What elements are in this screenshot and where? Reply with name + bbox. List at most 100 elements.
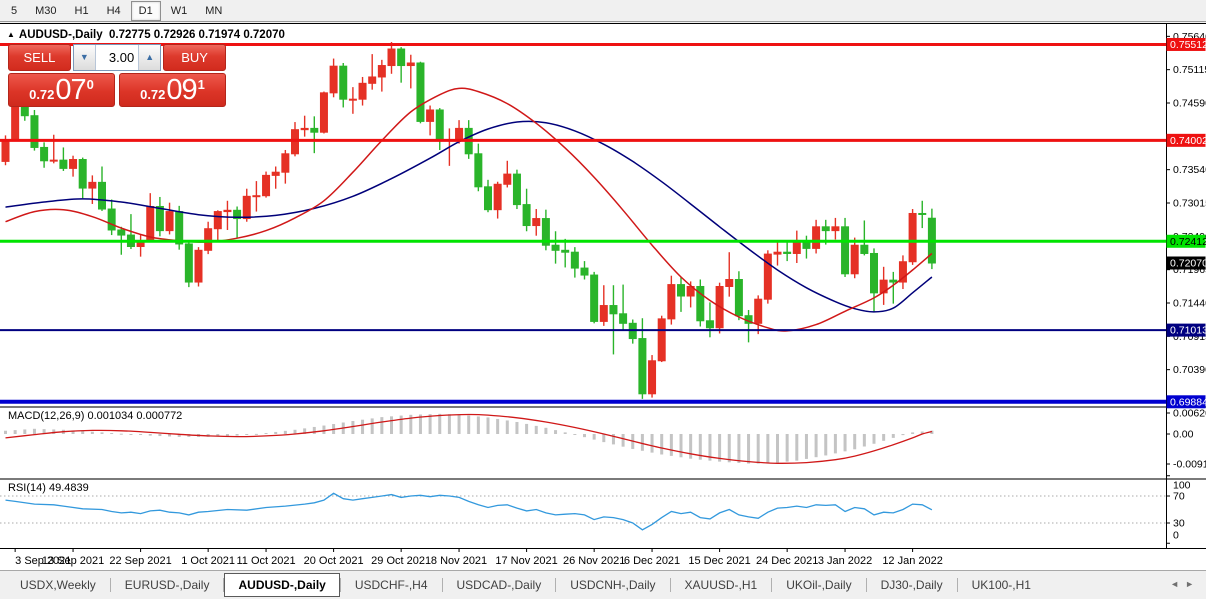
- volume-increase-button[interactable]: ▲: [138, 45, 161, 70]
- macd-histogram-bar: [476, 416, 480, 434]
- candle-body: [435, 109, 444, 141]
- panel-separator[interactable]: [0, 406, 1206, 408]
- chart-tab-usdchf-h4[interactable]: USDCHF-,H4: [354, 578, 428, 592]
- chart-tab-xauusd-h1[interactable]: XAUUSD-,H1: [684, 578, 758, 592]
- volume-decrease-button[interactable]: ▼: [73, 45, 96, 70]
- rsi-line: [5, 492, 933, 531]
- candle-body: [619, 313, 628, 324]
- tab-separator: [555, 578, 557, 592]
- candle-body: [329, 65, 338, 94]
- chart-tab-usdcad-daily[interactable]: USDCAD-,Daily: [456, 578, 542, 592]
- tab-separator: [771, 578, 773, 592]
- candle-body: [165, 211, 174, 232]
- candle-body: [850, 244, 859, 275]
- sell-button[interactable]: SELL: [8, 44, 71, 71]
- candle-body: [870, 252, 878, 294]
- tab-separator: [109, 578, 111, 592]
- macd-histogram-bar: [708, 434, 712, 461]
- macd-histogram-bar: [776, 434, 779, 463]
- chart-tab-usdx-weekly[interactable]: USDX,Weekly: [20, 578, 96, 592]
- macd-histogram-bar: [486, 417, 490, 434]
- chart-tab-usdcnh-daily[interactable]: USDCNH-,Daily: [570, 578, 656, 592]
- macd-histogram-bar: [312, 426, 316, 434]
- macd-histogram-bar: [804, 434, 808, 459]
- macd-histogram-bar: [390, 416, 393, 434]
- macd-histogram-bar: [52, 429, 56, 434]
- price-badge: [1166, 234, 1206, 248]
- candle-body: [69, 159, 78, 169]
- candle-body: [416, 62, 425, 122]
- price-axis-label: 0.73015: [1173, 198, 1206, 210]
- candle-body: [155, 205, 164, 232]
- macd-histogram-bar: [81, 431, 85, 434]
- macd-histogram-bar: [698, 434, 702, 460]
- timeframe-button-mn[interactable]: MN: [205, 4, 223, 17]
- tab-scroll-left-icon[interactable]: ◄: [1170, 579, 1186, 589]
- timeframe-button-h4[interactable]: H4: [106, 4, 121, 17]
- macd-histogram-bar: [534, 425, 538, 434]
- macd-histogram-bar: [496, 418, 500, 434]
- candle-body: [541, 218, 550, 246]
- candle-body: [281, 153, 290, 173]
- chart-canvas[interactable]: 0.756400.751150.745900.735400.730150.724…: [0, 23, 1206, 570]
- date-label: 20 Oct 2021: [304, 555, 364, 567]
- macd-histogram-bar: [168, 434, 172, 437]
- ma-slow-line: [5, 120, 933, 313]
- macd-histogram-bar: [225, 434, 229, 437]
- candle-body: [898, 261, 907, 283]
- timeframe-button-5[interactable]: 5: [11, 4, 18, 17]
- macd-signal-line: [5, 413, 933, 464]
- tab-scroll-right-icon[interactable]: ►: [1185, 579, 1200, 589]
- candle-body: [175, 211, 184, 245]
- panel-separator[interactable]: [0, 478, 1206, 480]
- macd-histogram-bar: [766, 434, 770, 464]
- candle-body: [358, 82, 367, 100]
- macd-histogram-bar: [245, 434, 249, 435]
- sell-price-display[interactable]: 0.72 07 0: [8, 73, 115, 107]
- candle-body: [696, 285, 705, 322]
- macd-histogram-bar: [235, 434, 239, 436]
- macd-histogram-bar: [283, 430, 287, 434]
- chart-window[interactable]: 0.756400.751150.745900.735400.730150.724…: [0, 23, 1206, 570]
- macd-histogram-bar: [32, 428, 36, 434]
- date-label: 29 Oct 2021: [371, 555, 431, 567]
- candle-body: [252, 195, 261, 198]
- chart-tab-dj30-daily[interactable]: DJ30-,Daily: [880, 578, 943, 592]
- chart-tab-uk100-h1[interactable]: UK100-,H1: [971, 578, 1031, 592]
- buy-button[interactable]: BUY: [163, 44, 227, 71]
- macd-histogram-bar: [129, 434, 133, 435]
- timeframe-button-m30[interactable]: M30: [35, 4, 57, 17]
- rsi-value: 49.4839: [48, 482, 89, 494]
- buy-price-prefix: 0.72: [140, 87, 166, 102]
- price-badge-value: 0.71013: [1170, 325, 1206, 337]
- buy-price-display[interactable]: 0.72 09 1: [119, 73, 226, 107]
- volume-input[interactable]: 3.00: [95, 45, 139, 70]
- timeframe-button-h1[interactable]: H1: [74, 4, 89, 17]
- candle-body: [677, 284, 685, 297]
- price-badge-value: 0.75512: [1170, 39, 1206, 51]
- tab-separator: [865, 578, 867, 592]
- candle-body: [310, 127, 319, 133]
- date-label: 8 Nov 2021: [431, 555, 487, 567]
- macd-histogram-bar: [833, 434, 837, 454]
- candle-body: [532, 218, 541, 227]
- chart-tab-audusd-daily[interactable]: AUDUSD-,Daily: [224, 573, 340, 597]
- sell-price-prefix: 0.72: [29, 87, 55, 102]
- price-badge: [1166, 133, 1206, 147]
- macd-histogram-bar: [380, 417, 384, 434]
- timeframe-button-w1[interactable]: W1: [170, 4, 188, 17]
- macd-histogram-bar: [351, 421, 355, 434]
- candle-body: [657, 318, 666, 362]
- panel-collapse-icon[interactable]: ▲: [7, 30, 15, 39]
- macd-histogram-bar: [843, 434, 847, 452]
- chart-tab-ukoil-daily[interactable]: UKOil-,Daily: [786, 578, 852, 592]
- macd-histogram-bar: [853, 434, 857, 450]
- candle-body: [522, 204, 531, 227]
- chart-tab-eurusd-daily[interactable]: EURUSD-,Daily: [124, 578, 210, 592]
- timeframe-button-d1[interactable]: D1: [130, 0, 161, 21]
- macd-histogram-bar: [370, 418, 374, 434]
- macd-histogram-bar: [650, 434, 654, 453]
- macd-values: 0.001034 0.000772: [87, 410, 183, 422]
